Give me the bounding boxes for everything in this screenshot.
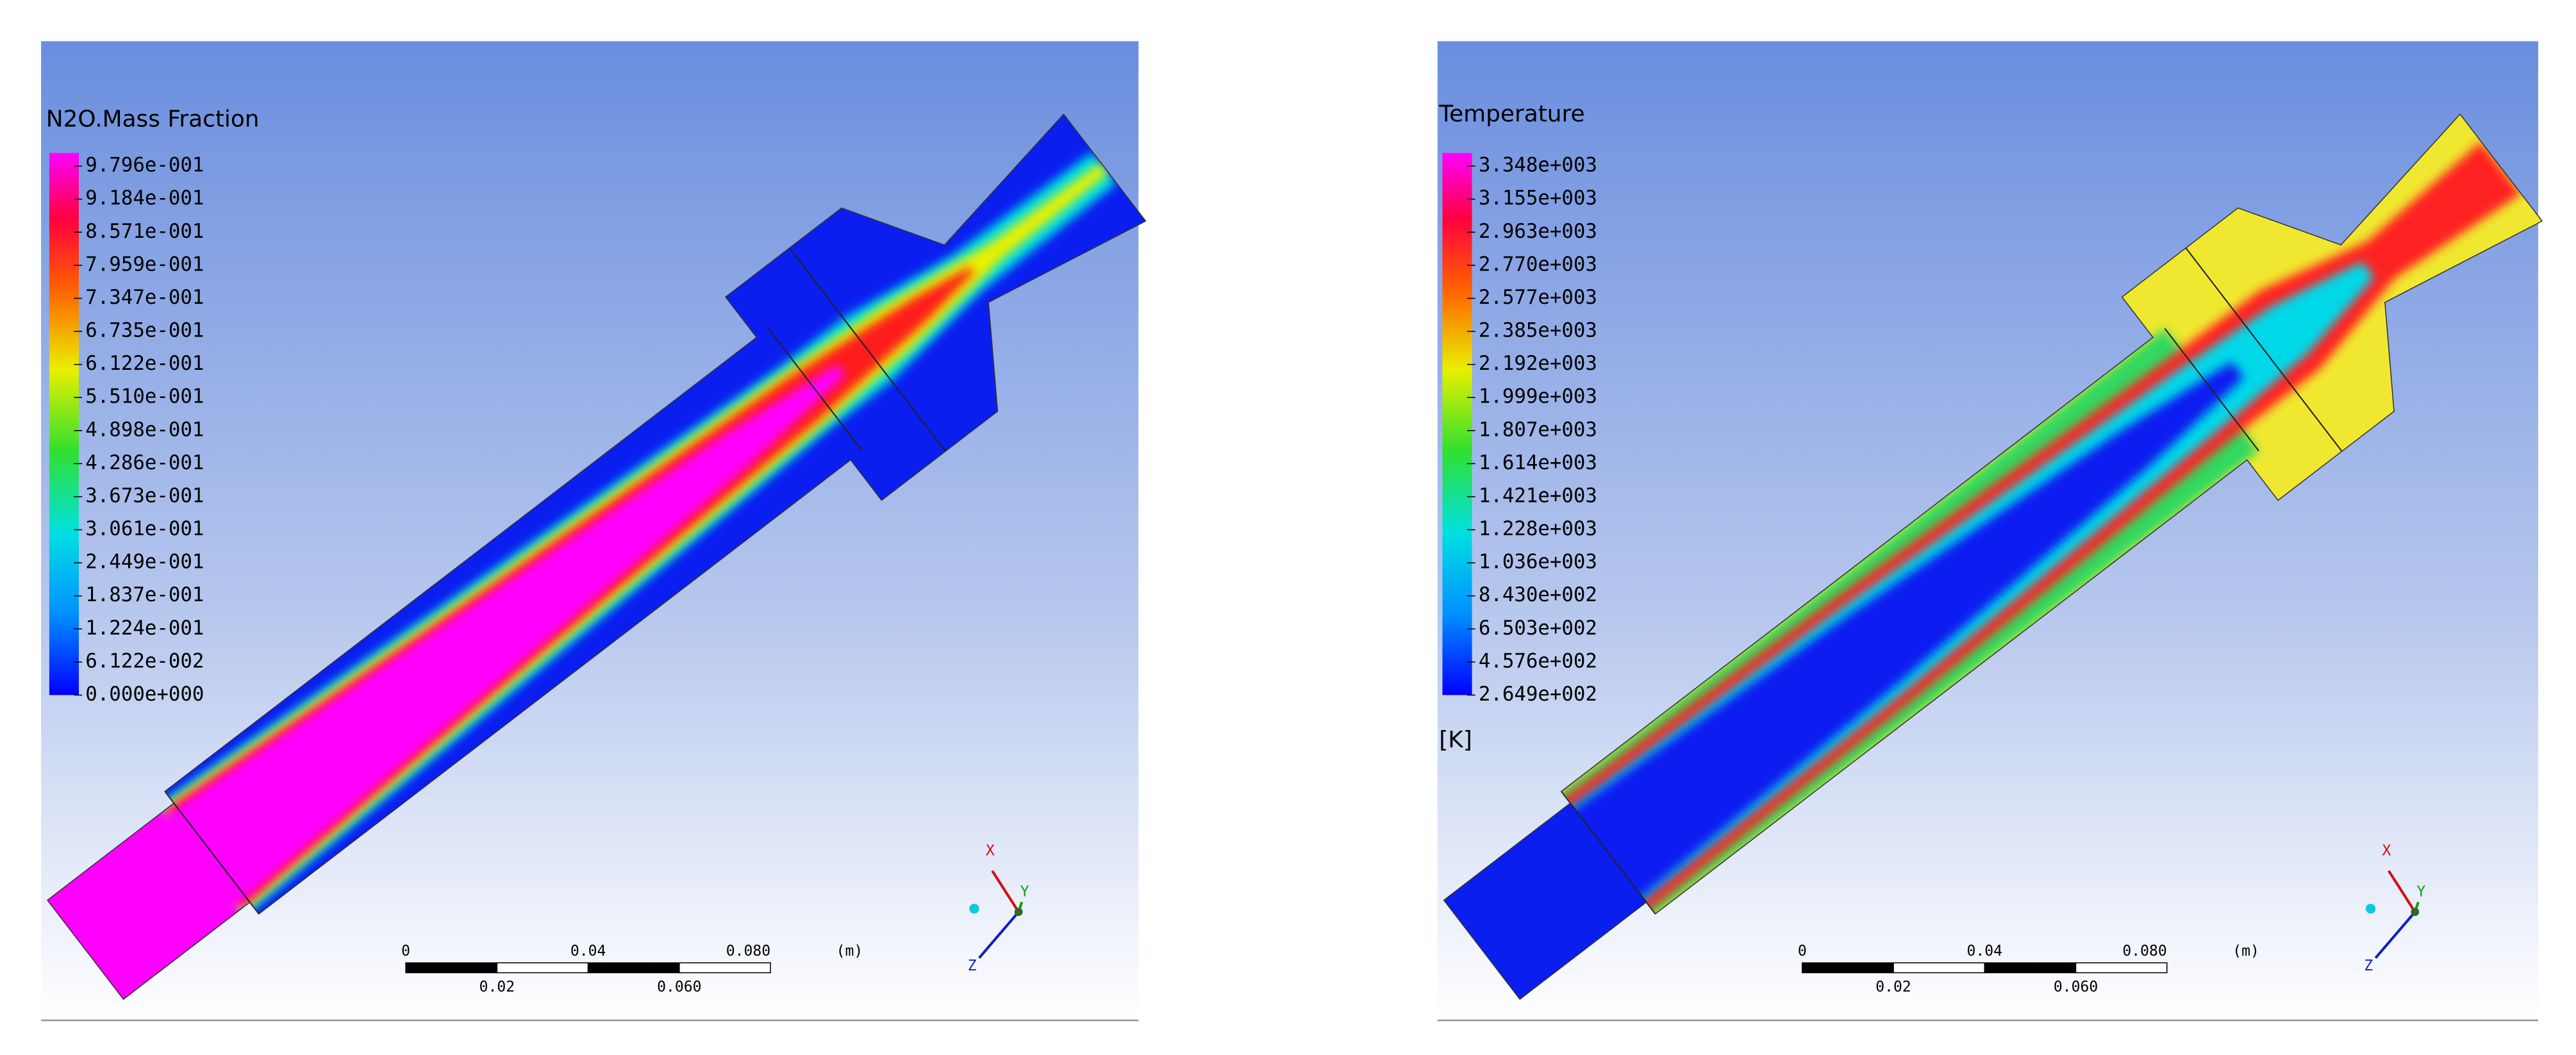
section-line	[1561, 791, 1656, 915]
legend-title: Temperature	[1438, 101, 1584, 128]
axis-x	[991, 870, 1020, 913]
scale-unit: (m)	[2232, 943, 2259, 959]
axis-x	[2388, 870, 2416, 913]
scale-label: 0.04	[570, 943, 606, 959]
legend-label: 3.348e+003	[1479, 154, 1597, 177]
scale-label: 0.060	[2054, 979, 2098, 995]
scale-segment	[679, 962, 771, 974]
section-line	[788, 247, 946, 452]
legend-label: 8.571e-001	[85, 220, 204, 243]
legend-label: 2.770e+003	[1479, 253, 1597, 276]
legend-label: 7.959e-001	[85, 253, 204, 276]
triad-sphere	[2365, 903, 2376, 914]
axis-label-y: Y	[2416, 884, 2425, 901]
axis-label-z: Z	[968, 958, 977, 974]
legend-label: 7.347e-001	[85, 286, 204, 309]
contour-band	[47, 364, 845, 999]
legend-label: 1.614e+003	[1479, 451, 1597, 474]
legend-label: 6.122e-002	[85, 649, 204, 672]
triad-origin	[2411, 908, 2420, 917]
legend-label: 1.999e+003	[1479, 385, 1597, 408]
legend-label: 6.735e-001	[85, 319, 204, 342]
section-line	[2164, 328, 2259, 452]
legend-label: 3.061e-001	[85, 517, 204, 540]
legend-label: 1.224e-001	[85, 617, 204, 640]
scale-label: 0	[401, 943, 410, 959]
legend-label: 1.837e-001	[85, 583, 204, 606]
scale-label: 0	[1798, 943, 1807, 959]
legend-label: 4.898e-001	[85, 418, 204, 441]
legend-label: 1.036e+003	[1479, 551, 1597, 574]
legend-label: 2.385e+003	[1479, 319, 1597, 342]
nozzle-outline	[46, 113, 1147, 1001]
scale-label: 0.060	[657, 979, 701, 995]
legend-label: 4.576e+002	[1479, 649, 1597, 672]
legend-label: 1.807e+003	[1479, 418, 1597, 441]
scale-segment	[405, 962, 498, 974]
legend-unit: [K]	[1439, 727, 1472, 753]
scale-unit: (m)	[836, 943, 863, 959]
axis-label-z: Z	[2364, 958, 2373, 974]
scale-segment	[1893, 962, 1986, 974]
axis-label-x: X	[986, 842, 995, 859]
nozzle-geometry	[1443, 113, 2543, 1001]
legend-label: 2.449e-001	[85, 551, 204, 574]
scale-segment	[1801, 962, 1894, 974]
section-line	[767, 328, 863, 452]
contour-band	[1443, 803, 1647, 999]
contour-field	[1443, 114, 2543, 999]
axis-z	[978, 911, 1020, 959]
contour-field	[47, 114, 1146, 999]
nozzle-geometry	[46, 113, 1147, 1001]
color-bar	[49, 153, 79, 695]
legend-label: 3.673e-001	[85, 484, 204, 507]
legend-label: 6.122e-001	[85, 352, 204, 375]
scale-label: 0.080	[726, 943, 770, 959]
legend-label: 1.421e+003	[1479, 484, 1597, 507]
legend-label: 5.510e-001	[85, 385, 204, 408]
scale-segment	[1984, 962, 2077, 974]
nozzle-outline	[1443, 113, 2543, 1001]
color-bar	[1442, 153, 1472, 695]
legend-label: 3.155e+003	[1479, 187, 1597, 210]
axis-label-y: Y	[1020, 884, 1029, 901]
scale-segment	[496, 962, 589, 974]
triad-sphere	[969, 903, 979, 914]
legend-label: 6.503e+002	[1479, 617, 1597, 640]
legend-label: 9.796e-001	[85, 154, 204, 177]
scale-segment	[587, 962, 680, 974]
scale-label: 0.02	[479, 979, 515, 995]
section-line	[164, 791, 260, 915]
legend-label: 1.228e+003	[1479, 517, 1597, 540]
triad-origin	[1014, 908, 1023, 917]
scale-segment	[2075, 962, 2168, 974]
section-line	[2185, 247, 2343, 452]
legend-label: 2.192e+003	[1479, 352, 1597, 375]
scale-label: 0.080	[2122, 943, 2166, 959]
legend-label: 2.963e+003	[1479, 220, 1597, 243]
contour-band	[1443, 361, 2244, 999]
axis-label-x: X	[2382, 842, 2391, 859]
legend-label: 2.577e+003	[1479, 286, 1597, 309]
axis-z	[2374, 911, 2416, 959]
scale-label: 0.04	[1967, 943, 2003, 959]
scale-label: 0.02	[1875, 979, 1911, 995]
legend-label: 8.430e+002	[1479, 583, 1597, 606]
legend-label: 2.649e+002	[1479, 683, 1597, 706]
legend-title: N2O.Mass Fraction	[46, 106, 260, 132]
legend-label: 9.184e-001	[85, 187, 204, 210]
legend-label: 4.286e-001	[85, 451, 204, 474]
legend-label: 0.000e+000	[85, 683, 204, 706]
